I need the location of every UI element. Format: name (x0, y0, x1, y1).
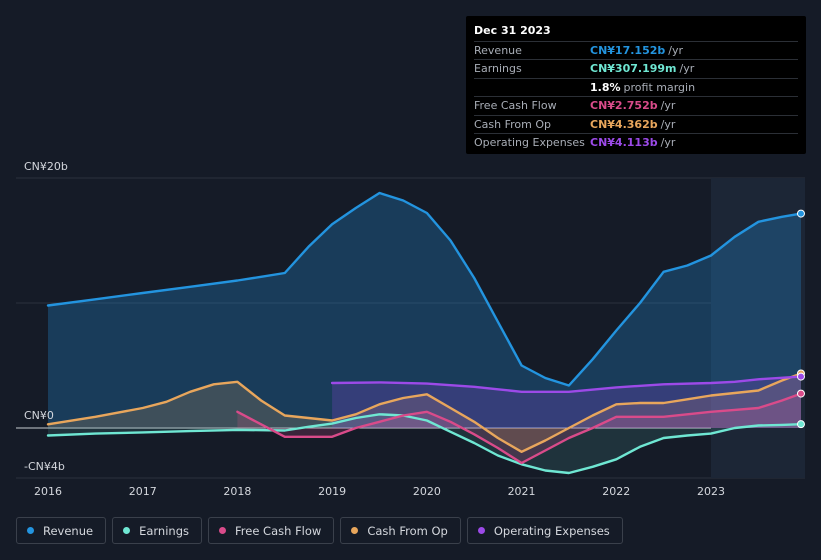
tooltip-row: Cash From Op CN¥4.362b/yr (474, 114, 798, 133)
legend-label: Free Cash Flow (235, 523, 322, 538)
x-tick-label: 2017 (129, 485, 157, 498)
x-tick-label: 2023 (697, 485, 725, 498)
tooltip-row-value: CN¥307.199m (590, 62, 677, 76)
endpoint-free-cash-flow (796, 389, 805, 398)
legend-dot-icon (477, 527, 485, 534)
area-revenue (48, 193, 801, 428)
tooltip-row-label: Operating Expenses (474, 135, 585, 149)
tooltip-row-label: Revenue (474, 44, 522, 57)
x-tick-label: 2022 (602, 485, 630, 498)
endpoint-earnings (796, 420, 805, 429)
tooltip-rows: Revenue CN¥17.152b/yr Earnings CN¥307.199m /… (474, 41, 798, 151)
tooltip-row-unit: /yr (668, 44, 684, 57)
endpoint-revenue (796, 209, 805, 218)
x-tick-label: 2019 (318, 485, 346, 498)
tooltip-row-label: Earnings (474, 62, 522, 76)
line-cash-from-op (46, 372, 803, 453)
tooltip-row-unit: /yr (679, 62, 695, 76)
y-tick-label: CN¥20b (24, 160, 68, 173)
y-axis-labels: CN¥20b CN¥0 -CN¥4b (24, 160, 68, 473)
tooltip-row-unit: profit margin (623, 80, 696, 94)
x-tick-label: 2016 (34, 485, 62, 498)
tooltip-date: Dec 31 2023 (474, 24, 551, 37)
line-operating-expenses (330, 375, 803, 393)
tooltip-row: Revenue CN¥17.152b/yr (474, 41, 798, 59)
tooltip-row: 1.8% profit margin (474, 77, 798, 96)
tooltip-row-unit: /yr (660, 117, 676, 131)
grid-lines (16, 177, 805, 479)
legend-label: Operating Expenses (493, 523, 610, 538)
forecast-highlight-band (711, 178, 805, 478)
tooltip-row-label: Free Cash Flow (474, 99, 557, 113)
tooltip-row-unit: /yr (660, 99, 676, 113)
tooltip-row: Operating Expenses CN¥4.113b/yr (474, 132, 798, 151)
legend-label: Revenue (43, 523, 94, 538)
tooltip-row-label (474, 79, 590, 96)
legend-item-operating-expenses[interactable]: Operating Expenses (466, 517, 623, 544)
legend-item-earnings[interactable]: Earnings (112, 517, 202, 544)
legend-label: Cash From Op (367, 523, 448, 538)
tooltip-row-value: CN¥2.752b (590, 99, 658, 113)
legend-dot-icon (123, 527, 131, 534)
tooltip-row: Earnings CN¥307.199m/yr (474, 59, 798, 77)
endpoint-operating-expenses (796, 372, 805, 381)
tooltip-row-value: 1.8% (590, 80, 621, 94)
line-revenue (46, 191, 803, 387)
y-tick-label: CN¥0 (24, 409, 54, 422)
chart-legend: Revenue Earnings Free Cash Flow Cash From O… (16, 517, 623, 544)
x-axis-labels: 2016 2017 2018 2019 2020 2021 2022 2023 (34, 485, 725, 498)
legend-label: Earnings (139, 523, 189, 538)
legend-dot-icon (351, 527, 359, 534)
data-tooltip: Dec 31 2023 Revenue CN¥17.152b/yr Earnings… (466, 16, 806, 154)
area-free-cash-flow (237, 393, 801, 463)
tooltip-row-value: CN¥17.152b (590, 44, 666, 57)
series-endpoints (796, 209, 805, 429)
legend-dot-icon (219, 527, 226, 534)
legend-item-cash-from-op[interactable]: Cash From Op (340, 517, 461, 544)
x-tick-label: 2018 (223, 485, 251, 498)
line-free-cash-flow (236, 392, 803, 465)
tooltip-row-unit: /yr (660, 135, 676, 149)
line-earnings (46, 413, 803, 475)
x-tick-label: 2021 (508, 485, 536, 498)
series-lines (46, 191, 803, 475)
x-tick-label: 2020 (413, 485, 441, 498)
legend-item-revenue[interactable]: Revenue (16, 517, 107, 544)
tooltip-row-value: CN¥4.362b (590, 117, 658, 131)
tooltip-row-label: Cash From Op (474, 117, 552, 131)
tooltip-row: Free Cash Flow CN¥2.752b/yr (474, 96, 798, 114)
tooltip-row-value: CN¥4.113b (590, 135, 658, 149)
legend-dot-icon (27, 527, 34, 534)
legend-item-free-cash-flow[interactable]: Free Cash Flow (208, 517, 335, 544)
y-tick-label: -CN¥4b (24, 460, 65, 473)
